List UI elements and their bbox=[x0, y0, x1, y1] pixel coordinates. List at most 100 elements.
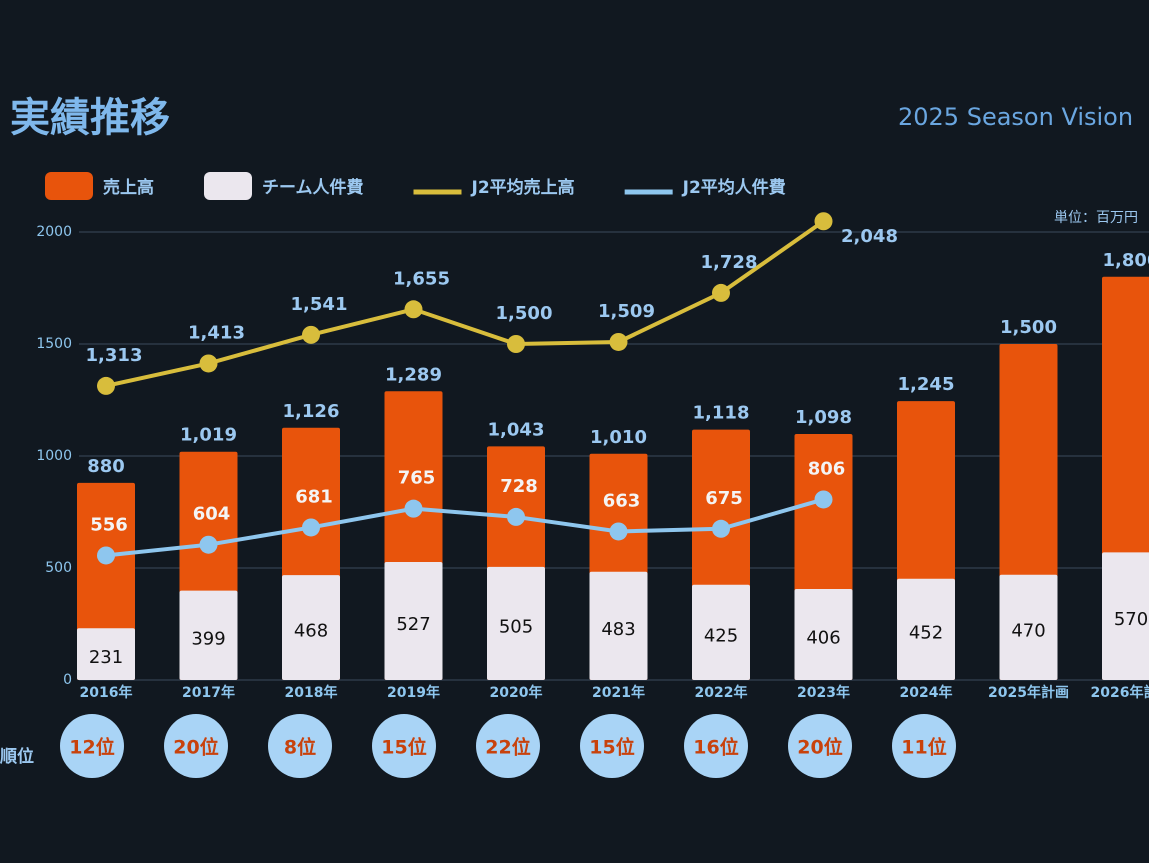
bar-value-label: 1,010 bbox=[590, 427, 647, 448]
line-point bbox=[507, 335, 525, 353]
bar-value-label: 231 bbox=[89, 647, 123, 668]
bar-value-label: 880 bbox=[87, 456, 125, 477]
rank-label: 11位 bbox=[901, 736, 946, 759]
line-value-label: 604 bbox=[193, 504, 231, 525]
bar-value-label: 406 bbox=[806, 628, 840, 649]
bar-value-label: 527 bbox=[396, 614, 430, 635]
x-tick-label: 2019年 bbox=[387, 684, 440, 701]
y-tick-label: 500 bbox=[45, 560, 72, 576]
rank-badge bbox=[372, 714, 436, 778]
rank-label: 20位 bbox=[173, 736, 218, 759]
line-value-label: 1,413 bbox=[188, 322, 245, 343]
bar bbox=[897, 578, 955, 680]
bar-value-label: 452 bbox=[909, 622, 943, 643]
line-value-label: 663 bbox=[603, 490, 641, 511]
x-tick-label: 2017年 bbox=[182, 684, 235, 701]
line-point bbox=[609, 332, 628, 351]
line-value-label: 675 bbox=[705, 488, 743, 509]
bar-value-label: 1,500 bbox=[1000, 317, 1057, 338]
y-tick-label: 1000 bbox=[36, 448, 72, 464]
rank-label: 15位 bbox=[381, 736, 426, 759]
rank-badge bbox=[268, 714, 332, 778]
line-value-label: 1,541 bbox=[291, 294, 348, 315]
line-point bbox=[814, 490, 833, 509]
line-value-label: 1,655 bbox=[393, 268, 450, 289]
x-tick-label: 2025年計画 bbox=[988, 684, 1069, 701]
rank-badge bbox=[60, 714, 124, 778]
bar bbox=[589, 571, 648, 680]
legend-label: 売上高 bbox=[103, 177, 154, 198]
rank-badge bbox=[892, 714, 956, 778]
rank-label: 15位 bbox=[589, 736, 634, 759]
line-point bbox=[404, 499, 423, 518]
rank-label: 22位 bbox=[485, 736, 530, 759]
bar bbox=[179, 590, 238, 680]
x-tick-label: 2024年 bbox=[900, 684, 953, 701]
legend-label: チーム人件費 bbox=[262, 177, 364, 198]
y-tick-label: 2000 bbox=[36, 224, 72, 240]
rank-badge bbox=[580, 714, 644, 778]
rank-label: 20位 bbox=[797, 736, 842, 759]
line-point bbox=[302, 518, 320, 537]
bar bbox=[692, 584, 750, 680]
rank-label: 8位 bbox=[284, 736, 316, 759]
legend-swatch bbox=[45, 172, 93, 200]
chart-title: 実績推移 bbox=[10, 95, 170, 141]
bar-value-label: 1,019 bbox=[180, 425, 237, 446]
line-point bbox=[302, 325, 320, 344]
rank-label: 12位 bbox=[69, 736, 114, 759]
bar-value-label: 1,043 bbox=[488, 419, 545, 440]
unit-label: 単位：百万円 bbox=[1054, 210, 1138, 226]
bar-value-label: 1,245 bbox=[898, 374, 955, 395]
legend-label: J2平均売上高 bbox=[471, 177, 575, 198]
line-value-label: 1,509 bbox=[598, 301, 655, 322]
bar-value-label: 399 bbox=[191, 628, 225, 649]
line-point bbox=[712, 519, 730, 538]
line-point bbox=[507, 507, 525, 526]
line-point bbox=[97, 546, 115, 565]
x-tick-label: 2021年 bbox=[592, 684, 645, 701]
line-value-label: 728 bbox=[500, 476, 538, 497]
line-point bbox=[712, 283, 730, 302]
rank-label: 順位 bbox=[0, 746, 34, 767]
bar-value-label: 1,098 bbox=[795, 407, 852, 428]
bar bbox=[384, 561, 443, 680]
bar bbox=[1102, 552, 1149, 680]
x-tick-label: 2026年計画 bbox=[1091, 684, 1149, 701]
rank-badge bbox=[684, 714, 748, 778]
rank-badge bbox=[476, 714, 540, 778]
line-value-label: 681 bbox=[295, 486, 333, 507]
bar bbox=[794, 589, 853, 680]
x-tick-label: 2018年 bbox=[285, 684, 338, 701]
line bbox=[105, 497, 825, 558]
bar-value-label: 425 bbox=[704, 625, 738, 646]
x-tick-label: 2022年 bbox=[695, 684, 748, 701]
bar-value-label: 470 bbox=[1011, 620, 1045, 641]
x-tick-label: 2023年 bbox=[797, 684, 850, 701]
line-point bbox=[404, 300, 423, 319]
rank-badge bbox=[788, 714, 852, 778]
bar-value-label: 570 bbox=[1114, 609, 1148, 630]
legend-swatch bbox=[204, 172, 252, 200]
y-tick-label: 1500 bbox=[36, 336, 72, 352]
line-value-label: 1,728 bbox=[701, 252, 758, 273]
bar-value-label: 1,126 bbox=[283, 401, 340, 422]
rank-badge bbox=[164, 714, 228, 778]
bar-value-label: 483 bbox=[601, 619, 635, 640]
x-tick-label: 2020年 bbox=[490, 684, 543, 701]
bar bbox=[999, 574, 1058, 680]
line-value-label: 1,313 bbox=[86, 345, 143, 366]
chart-subtitle: 2025 Season Vision bbox=[898, 103, 1133, 131]
line-value-label: 806 bbox=[808, 458, 846, 479]
line-point bbox=[97, 376, 115, 395]
bar bbox=[77, 628, 135, 680]
line-point bbox=[199, 535, 218, 554]
line-point bbox=[609, 522, 628, 541]
line-value-label: 556 bbox=[90, 514, 128, 535]
line-value-label: 1,500 bbox=[496, 303, 553, 324]
y-tick-label: 0 bbox=[63, 672, 72, 688]
bar bbox=[282, 575, 340, 680]
bar-value-label: 1,289 bbox=[385, 364, 442, 385]
line-value-label: 765 bbox=[398, 468, 436, 489]
